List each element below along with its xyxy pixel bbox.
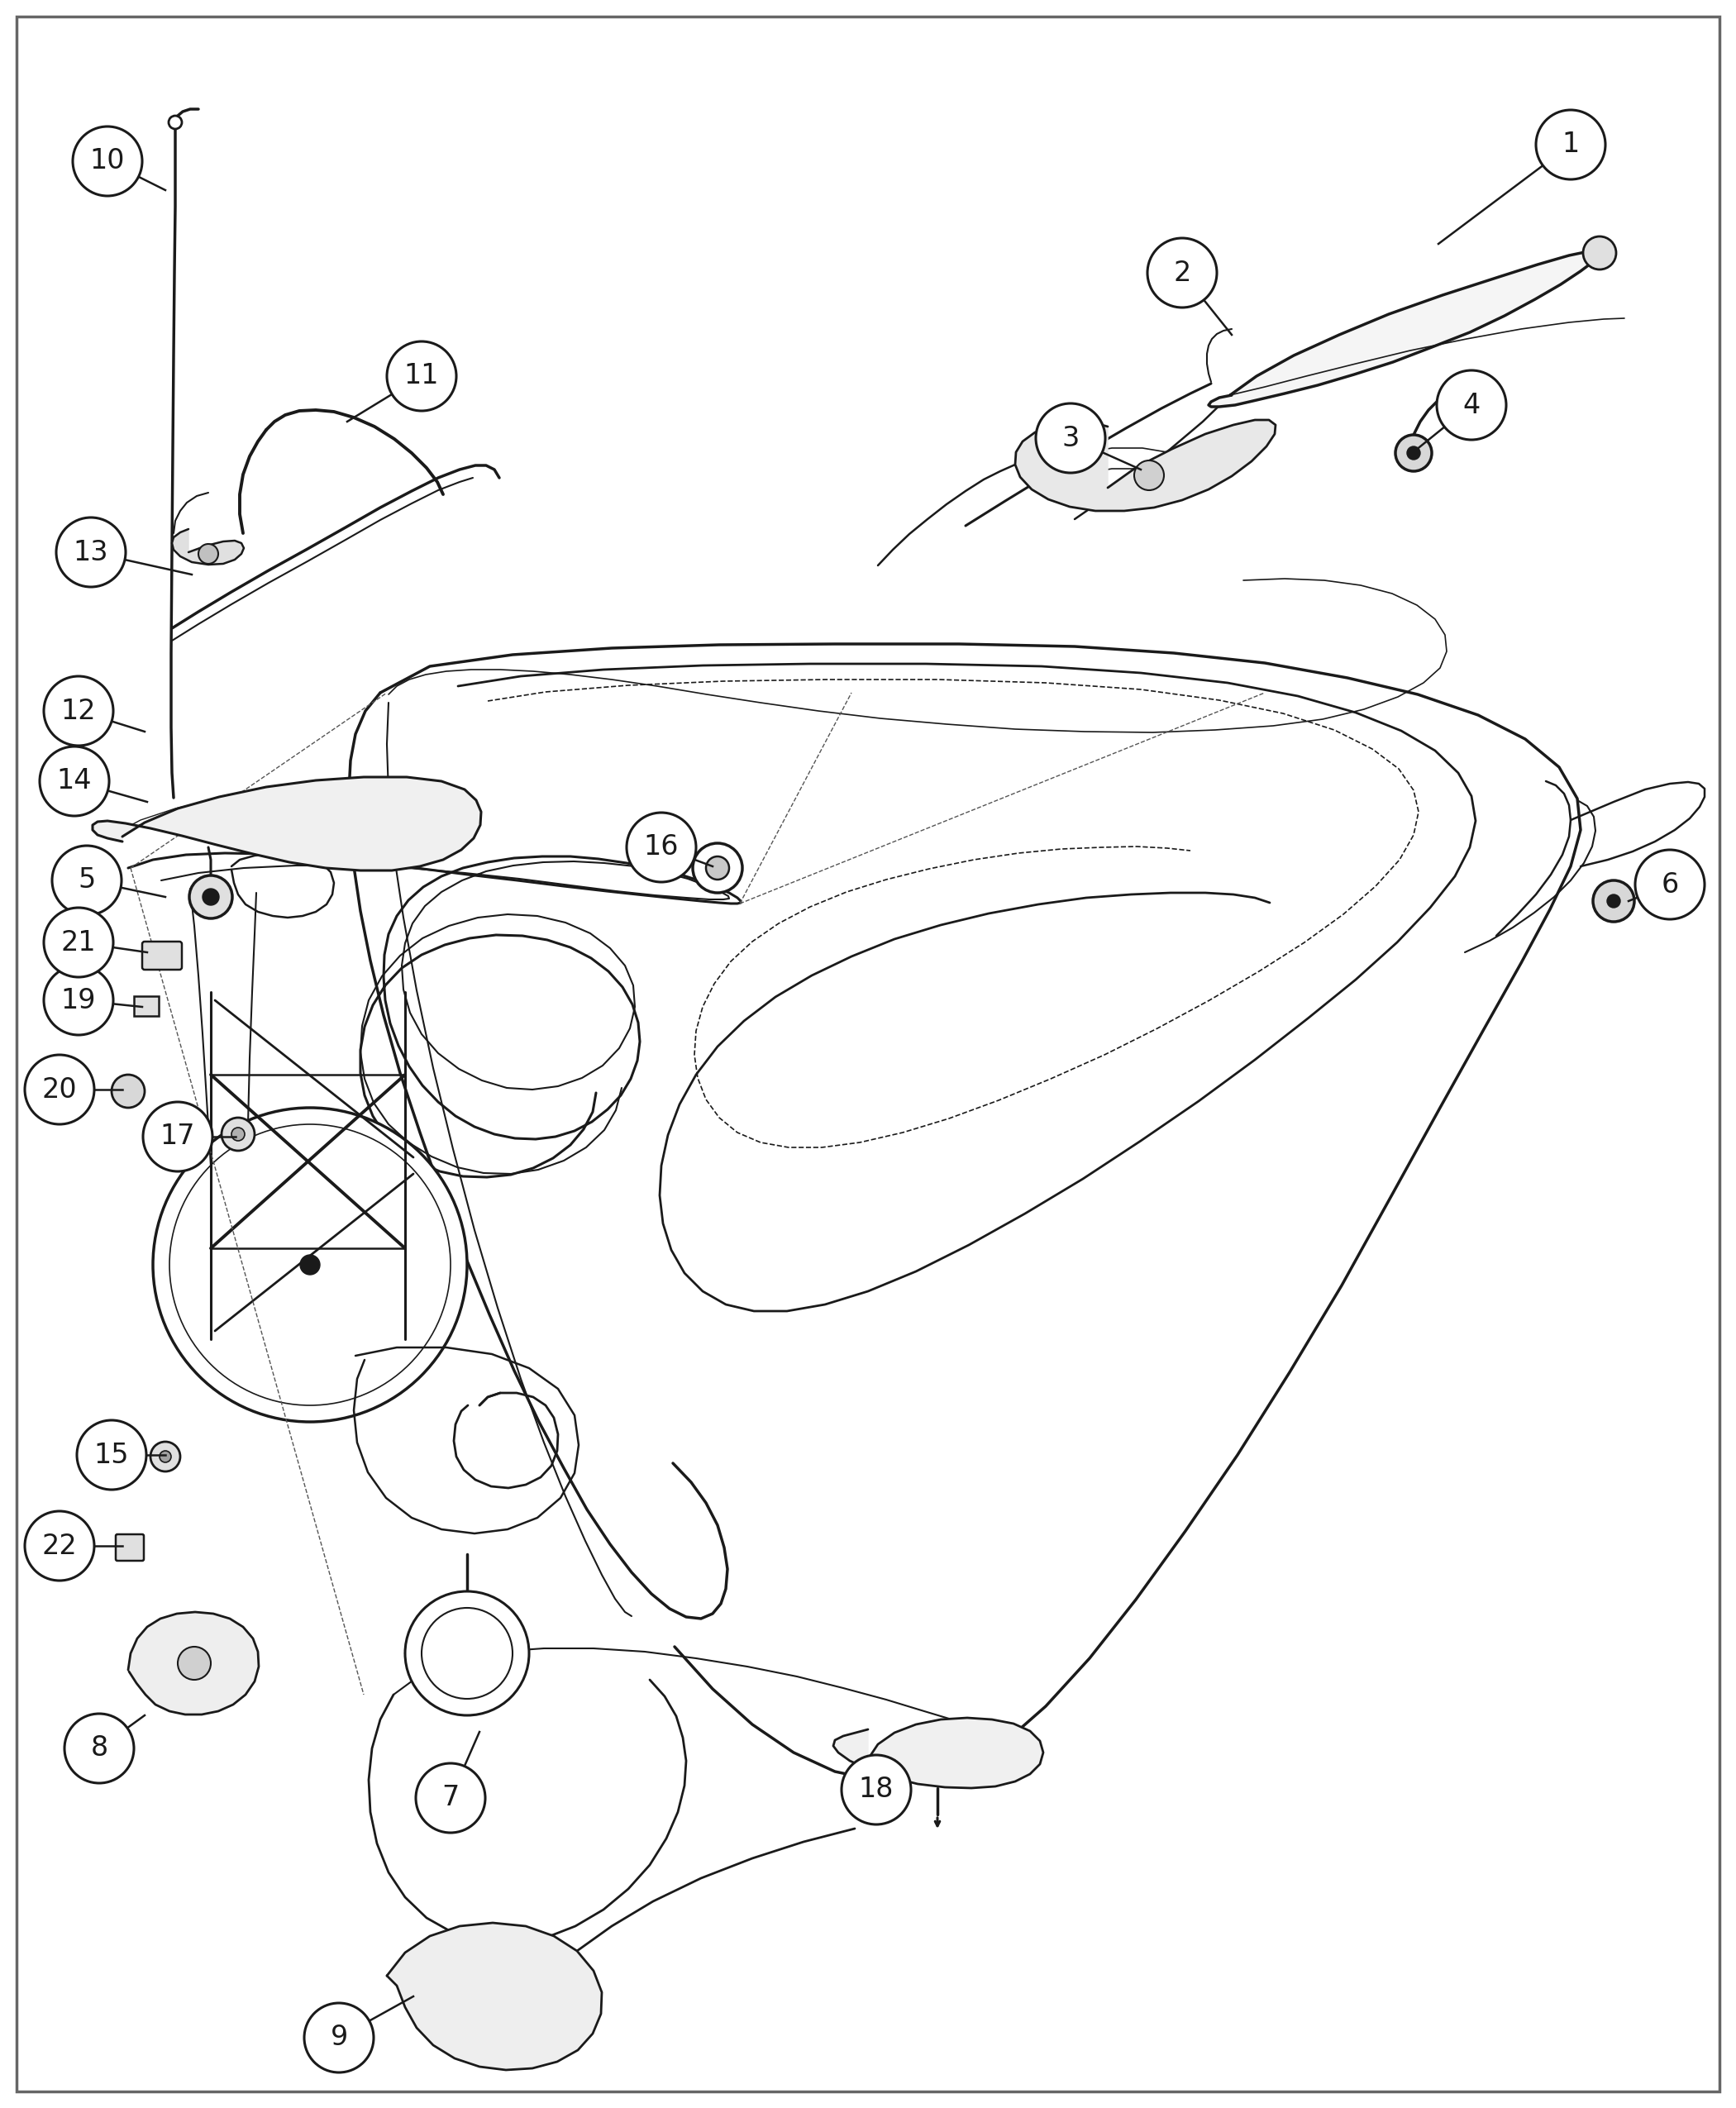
Text: 5: 5: [78, 866, 95, 894]
Text: 14: 14: [57, 767, 92, 795]
Circle shape: [304, 2003, 373, 2072]
Circle shape: [693, 843, 743, 894]
Circle shape: [170, 1124, 451, 1406]
Circle shape: [1536, 110, 1606, 179]
Text: 20: 20: [42, 1075, 76, 1102]
Circle shape: [76, 1421, 146, 1490]
Circle shape: [24, 1511, 94, 1581]
Circle shape: [43, 965, 113, 1035]
Text: 9: 9: [330, 2024, 347, 2051]
Circle shape: [189, 875, 233, 919]
Text: 4: 4: [1463, 392, 1481, 419]
Text: 12: 12: [61, 698, 95, 725]
Polygon shape: [387, 1922, 602, 2070]
Circle shape: [1635, 850, 1705, 919]
Text: 11: 11: [404, 363, 439, 390]
Circle shape: [111, 1075, 144, 1107]
Circle shape: [40, 746, 109, 816]
Circle shape: [198, 544, 219, 563]
Text: 6: 6: [1661, 871, 1679, 898]
Circle shape: [24, 1054, 94, 1124]
Circle shape: [64, 1714, 134, 1783]
Text: 15: 15: [94, 1442, 128, 1469]
Text: 17: 17: [160, 1124, 194, 1151]
Text: 2: 2: [1174, 259, 1191, 287]
Polygon shape: [833, 1718, 1043, 1788]
Circle shape: [1583, 236, 1616, 270]
Circle shape: [300, 1254, 319, 1275]
Text: 22: 22: [42, 1533, 76, 1560]
Circle shape: [417, 1762, 486, 1832]
Circle shape: [627, 812, 696, 881]
Circle shape: [222, 1117, 255, 1151]
Circle shape: [231, 1128, 245, 1140]
Circle shape: [153, 1107, 467, 1423]
Polygon shape: [1016, 419, 1276, 510]
Circle shape: [56, 516, 125, 586]
Text: 7: 7: [441, 1783, 460, 1811]
Circle shape: [168, 116, 182, 129]
Circle shape: [52, 845, 122, 915]
Text: 19: 19: [61, 987, 95, 1014]
Circle shape: [387, 341, 457, 411]
Circle shape: [1608, 894, 1620, 909]
FancyBboxPatch shape: [142, 942, 182, 970]
Circle shape: [203, 890, 219, 904]
Text: 21: 21: [61, 930, 95, 957]
Circle shape: [1036, 403, 1106, 472]
Text: 16: 16: [644, 833, 679, 860]
Circle shape: [1134, 460, 1163, 491]
Text: 13: 13: [73, 538, 108, 565]
Circle shape: [151, 1442, 181, 1471]
Polygon shape: [1208, 251, 1601, 407]
Circle shape: [1147, 238, 1217, 308]
Circle shape: [142, 1102, 212, 1172]
Text: 1: 1: [1562, 131, 1580, 158]
Circle shape: [1437, 371, 1507, 441]
Text: 8: 8: [90, 1735, 108, 1762]
Circle shape: [404, 1592, 529, 1716]
Circle shape: [422, 1608, 512, 1699]
Circle shape: [177, 1646, 210, 1680]
Text: 3: 3: [1062, 424, 1080, 451]
Circle shape: [1594, 881, 1634, 921]
Circle shape: [43, 909, 113, 978]
Text: 10: 10: [90, 148, 125, 175]
Circle shape: [707, 856, 729, 879]
Polygon shape: [128, 1613, 259, 1714]
Circle shape: [43, 677, 113, 746]
Text: 18: 18: [859, 1777, 894, 1802]
Circle shape: [1406, 447, 1420, 460]
FancyBboxPatch shape: [116, 1535, 144, 1560]
Circle shape: [160, 1450, 172, 1463]
Polygon shape: [172, 529, 243, 565]
Circle shape: [73, 126, 142, 196]
FancyBboxPatch shape: [134, 997, 158, 1016]
Polygon shape: [92, 778, 481, 871]
Circle shape: [842, 1756, 911, 1823]
Circle shape: [1396, 434, 1432, 472]
